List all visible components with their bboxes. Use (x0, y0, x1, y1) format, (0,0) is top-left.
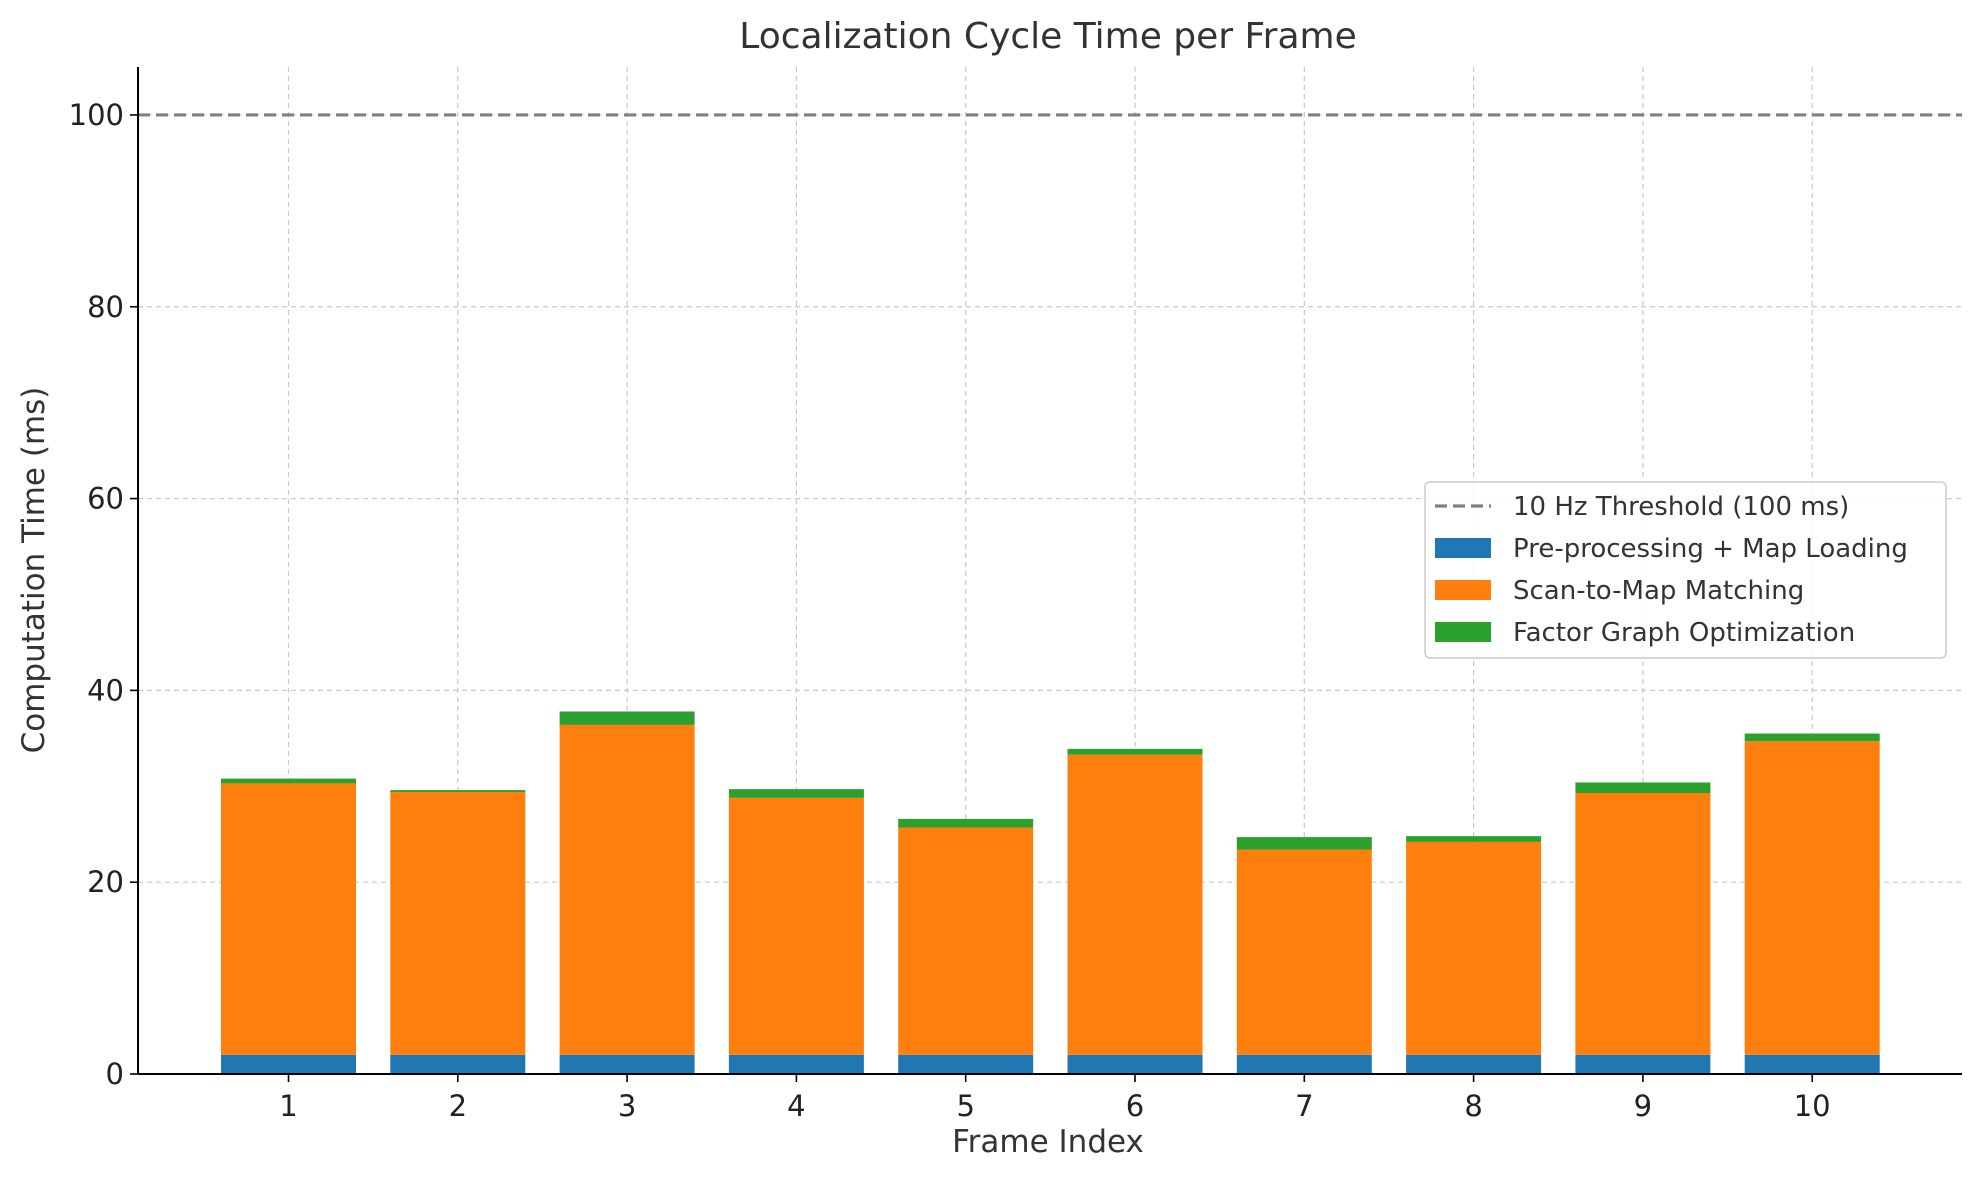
bar-2-9 (1575, 792, 1711, 1055)
x-tick-label: 8 (1464, 1089, 1482, 1123)
x-tick-label: 1 (279, 1089, 297, 1123)
legend-threshold-label: 10 Hz Threshold (100 ms) (1513, 492, 1849, 522)
legend-box (1424, 481, 1947, 659)
bar-1-9 (1575, 1054, 1711, 1074)
bar-3-9 (1575, 782, 1711, 793)
legend-swatch-2 (1435, 580, 1491, 600)
bar-3-6 (1067, 748, 1203, 755)
x-tick-label: 3 (618, 1089, 636, 1123)
bar-3-3 (559, 711, 695, 725)
bar-2-4 (728, 797, 864, 1055)
bar-3-4 (728, 789, 864, 798)
y-axis-title: Computation Time (ms) (16, 387, 52, 754)
bar-2-5 (898, 827, 1034, 1055)
bar-3-5 (898, 818, 1034, 828)
x-tick-label: 7 (1295, 1089, 1313, 1123)
bar-2-2 (390, 792, 526, 1055)
legend-label-3: Factor Graph Optimization (1513, 618, 1855, 648)
bar-2-7 (1236, 849, 1372, 1055)
bar-1-7 (1236, 1054, 1372, 1074)
y-tick-label: 60 (87, 482, 124, 516)
bars-layer (221, 711, 1880, 1074)
bar-2-6 (1067, 754, 1203, 1055)
bar-3-10 (1744, 733, 1880, 742)
axes-layer (137, 67, 1962, 1075)
y-tick-label: 20 (87, 865, 124, 899)
legend-label-2: Scan-to-Map Matching (1513, 576, 1804, 606)
bar-3-2 (390, 790, 526, 793)
legend: 10 Hz Threshold (100 ms) Pre-processing +… (1424, 481, 1947, 659)
y-tick-label: 80 (87, 290, 124, 324)
legend-swatch-3 (1435, 622, 1491, 642)
bar-2-10 (1744, 741, 1880, 1055)
x-tick-label: 5 (956, 1089, 974, 1123)
bar-3-1 (221, 778, 356, 784)
x-tick-label: 9 (1634, 1089, 1652, 1123)
bar-1-10 (1744, 1054, 1880, 1074)
bar-1-5 (898, 1054, 1034, 1074)
y-tick-label: 100 (69, 98, 124, 132)
x-tick-label: 10 (1794, 1089, 1831, 1123)
bar-1-1 (221, 1054, 356, 1074)
bar-2-3 (559, 724, 695, 1055)
legend-label-1: Pre-processing + Map Loading (1513, 534, 1908, 564)
bar-3-8 (1406, 836, 1542, 842)
bar-2-1 (221, 783, 356, 1055)
x-tick-label: 6 (1126, 1089, 1144, 1123)
chart-title: Localization Cycle Time per Frame (739, 16, 1356, 57)
bar-1-3 (559, 1054, 695, 1074)
x-tick-label: 4 (787, 1089, 805, 1123)
y-tick-label: 40 (87, 673, 124, 707)
bar-1-8 (1406, 1054, 1542, 1074)
y-tick-label: 0 (106, 1057, 124, 1091)
legend-swatch-1 (1435, 538, 1491, 558)
bar-1-4 (728, 1054, 864, 1074)
bar-2-8 (1406, 841, 1542, 1055)
bar-1-2 (390, 1054, 526, 1074)
ticks-layer: 0 20 40 60 80 100 1 2 3 4 5 6 7 8 9 10 (69, 98, 1831, 1123)
bar-1-6 (1067, 1054, 1203, 1074)
bar-3-7 (1236, 837, 1372, 850)
x-tick-label: 2 (449, 1089, 467, 1123)
x-axis-title: Frame Index (952, 1124, 1144, 1160)
